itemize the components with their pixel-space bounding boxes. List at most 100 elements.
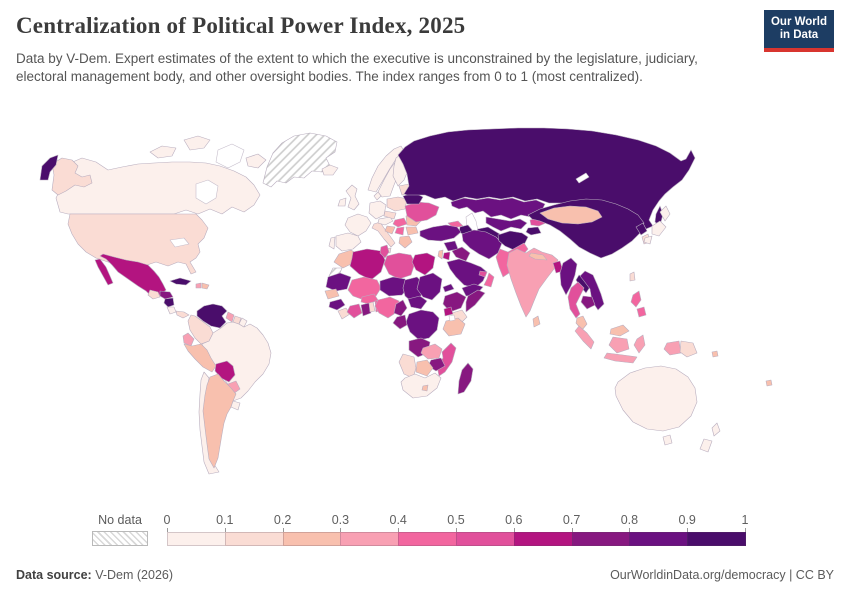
country-russia[interactable] bbox=[397, 127, 696, 230]
country-guinea[interactable] bbox=[328, 298, 346, 311]
country-united-kingdom[interactable] bbox=[345, 184, 360, 211]
country-ivory-coast[interactable] bbox=[346, 303, 363, 319]
country-costa-rica[interactable] bbox=[166, 306, 177, 315]
country-hungary[interactable] bbox=[392, 217, 408, 228]
country-thailand[interactable] bbox=[567, 281, 585, 319]
country-philippines[interactable] bbox=[630, 290, 647, 318]
country-ghana[interactable] bbox=[360, 302, 372, 317]
country-vietnam[interactable] bbox=[579, 270, 605, 311]
country-guatemala[interactable] bbox=[147, 289, 161, 300]
country-uganda[interactable] bbox=[443, 306, 454, 317]
country-malaysia[interactable] bbox=[575, 315, 630, 337]
country-iceland[interactable] bbox=[321, 164, 339, 176]
country-cameroon[interactable] bbox=[393, 299, 408, 317]
country-turkey[interactable] bbox=[419, 224, 462, 242]
legend-bin-5[interactable] bbox=[455, 532, 515, 546]
country-cuba[interactable] bbox=[169, 277, 192, 286]
country-botswana[interactable] bbox=[415, 359, 434, 377]
legend-bin-2[interactable] bbox=[282, 532, 342, 546]
country-papua-new-guinea[interactable] bbox=[679, 340, 698, 358]
country-ireland[interactable] bbox=[337, 197, 347, 207]
country-egypt[interactable] bbox=[411, 252, 436, 276]
legend-bin-0[interactable] bbox=[167, 532, 226, 546]
country-bosnia[interactable] bbox=[384, 225, 396, 235]
country-mauritania[interactable] bbox=[325, 272, 352, 292]
country-canada-arctic-islands[interactable] bbox=[149, 135, 267, 169]
legend-bin-1[interactable] bbox=[224, 532, 284, 546]
country-united-states[interactable] bbox=[67, 213, 209, 275]
country-tunisia[interactable] bbox=[379, 244, 390, 259]
country-nigeria[interactable] bbox=[374, 296, 400, 319]
country-tajikistan[interactable] bbox=[525, 226, 542, 236]
country-tanzania[interactable] bbox=[442, 317, 466, 337]
country-poland[interactable] bbox=[386, 196, 408, 212]
country-venezuela[interactable] bbox=[196, 303, 228, 329]
legend-bin-7[interactable] bbox=[571, 532, 631, 546]
country-saudi-arabia[interactable] bbox=[446, 258, 488, 289]
country-senegal[interactable] bbox=[324, 288, 340, 300]
legend-bin-4[interactable] bbox=[398, 532, 457, 546]
country-french-guiana[interactable] bbox=[238, 317, 248, 328]
country-portugal[interactable] bbox=[328, 236, 336, 250]
country-united-arab-emirates[interactable] bbox=[478, 270, 488, 278]
country-india[interactable] bbox=[506, 247, 559, 318]
country-new-zealand[interactable] bbox=[699, 422, 721, 453]
country-greece[interactable] bbox=[398, 235, 413, 249]
country-sudan[interactable] bbox=[416, 272, 443, 301]
country-oman[interactable] bbox=[483, 272, 495, 288]
country-denmark[interactable] bbox=[373, 191, 382, 201]
country-australia[interactable] bbox=[614, 365, 698, 446]
country-japan[interactable] bbox=[643, 205, 671, 245]
country-haiti[interactable] bbox=[195, 282, 202, 289]
country-czechia[interactable] bbox=[383, 210, 397, 220]
country-serbia[interactable] bbox=[394, 226, 405, 236]
country-congo[interactable] bbox=[392, 314, 408, 330]
country-ecuador[interactable] bbox=[182, 332, 195, 347]
country-libya[interactable] bbox=[383, 252, 416, 280]
country-nepal[interactable] bbox=[528, 252, 548, 261]
country-mongolia[interactable] bbox=[539, 205, 603, 225]
country-uzbekistan[interactable] bbox=[485, 216, 528, 232]
country-central-african-republic[interactable] bbox=[407, 295, 428, 310]
country-north-korea[interactable] bbox=[635, 222, 648, 236]
country-ethiopia[interactable] bbox=[442, 291, 467, 313]
country-spain[interactable] bbox=[335, 232, 362, 252]
country-guyana[interactable] bbox=[225, 311, 235, 323]
country-fiji[interactable] bbox=[765, 379, 773, 387]
country-norway[interactable] bbox=[367, 145, 405, 193]
country-peru[interactable] bbox=[183, 343, 217, 373]
country-democratic-republic-of-congo[interactable] bbox=[405, 309, 440, 341]
legend-bin-9[interactable] bbox=[687, 532, 746, 546]
country-eritrea[interactable] bbox=[442, 283, 455, 293]
country-russia-chukotka[interactable] bbox=[39, 154, 59, 181]
country-somalia[interactable] bbox=[465, 289, 486, 313]
country-iraq[interactable] bbox=[451, 246, 471, 262]
country-myanmar[interactable] bbox=[559, 257, 578, 296]
country-germany[interactable] bbox=[368, 200, 387, 220]
country-taiwan[interactable] bbox=[629, 271, 636, 282]
country-ukraine[interactable] bbox=[404, 201, 440, 223]
country-bulgaria[interactable] bbox=[405, 226, 419, 236]
country-uruguay[interactable] bbox=[230, 400, 241, 411]
country-france[interactable] bbox=[344, 213, 372, 237]
country-madagascar[interactable] bbox=[457, 362, 474, 395]
country-argentina[interactable] bbox=[202, 373, 237, 469]
country-lesotho[interactable] bbox=[421, 384, 429, 392]
country-israel[interactable] bbox=[437, 249, 444, 260]
legend-bin-6[interactable] bbox=[513, 532, 573, 546]
no-data-swatch[interactable] bbox=[92, 531, 148, 546]
legend-bin-8[interactable] bbox=[629, 532, 689, 546]
country-indonesia[interactable] bbox=[574, 325, 682, 364]
country-honduras[interactable] bbox=[159, 290, 174, 300]
country-solomon-islands[interactable] bbox=[711, 350, 719, 358]
country-panama[interactable] bbox=[175, 310, 190, 319]
country-jordan[interactable] bbox=[442, 251, 451, 261]
country-dominican-republic[interactable] bbox=[201, 282, 210, 290]
country-togo[interactable] bbox=[368, 301, 376, 313]
country-south-africa[interactable] bbox=[400, 372, 442, 399]
country-burkina-faso[interactable] bbox=[360, 293, 379, 305]
country-zambia[interactable] bbox=[420, 343, 443, 360]
owid-credit-link[interactable]: OurWorldinData.org/democracy | CC BY bbox=[610, 568, 834, 582]
country-cambodia[interactable] bbox=[580, 295, 596, 310]
country-sri-lanka[interactable] bbox=[532, 315, 541, 328]
